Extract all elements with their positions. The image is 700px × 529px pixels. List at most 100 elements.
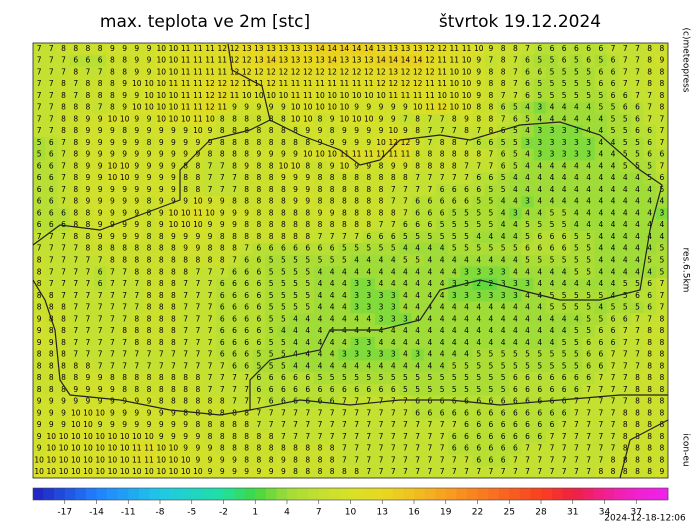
cell	[545, 125, 559, 138]
cell-value: 7	[525, 444, 530, 453]
cell	[118, 78, 131, 91]
cell-value: 7	[525, 467, 530, 476]
cell-value: 5	[269, 267, 274, 276]
cell-value: 9	[293, 150, 298, 159]
cell-value: 4	[464, 314, 469, 323]
cell-value: 4	[586, 173, 591, 182]
cell-value: 10	[169, 44, 179, 53]
cell-value: 10	[462, 91, 472, 100]
cell-value: 8	[171, 267, 176, 276]
cell-value: 8	[318, 161, 323, 170]
cell-value: 8	[318, 197, 323, 206]
cell-value: 6	[550, 385, 555, 394]
cell	[643, 78, 657, 91]
cell-value: 8	[635, 467, 640, 476]
cell-value: 7	[232, 185, 237, 194]
cell-value: 6	[232, 361, 237, 370]
cell-value: 10	[47, 467, 57, 476]
cell	[228, 78, 241, 91]
cell-value: 7	[660, 279, 665, 288]
cell-value: 7	[611, 408, 616, 417]
cell	[81, 43, 95, 56]
cell-value: 5	[391, 373, 396, 382]
cell-value: 4	[415, 267, 420, 276]
cell	[277, 231, 290, 244]
cell-value: 4	[513, 197, 518, 206]
cell	[252, 125, 266, 138]
cell-value: 8	[513, 44, 518, 53]
cell-value: 8	[171, 338, 176, 347]
cell-value: 8	[110, 256, 115, 265]
cell-value: 4	[598, 114, 603, 123]
cell	[387, 43, 400, 56]
cell-value: 7	[354, 432, 359, 441]
cell-value: 9	[98, 173, 103, 182]
cell-value: 7	[574, 467, 579, 476]
cell	[619, 90, 632, 103]
cell	[94, 195, 107, 208]
cell-value: 7	[623, 397, 628, 406]
cell	[142, 184, 156, 197]
cell-value: 7	[208, 338, 213, 347]
cell-value: 9	[37, 338, 42, 347]
cell	[338, 207, 351, 220]
cell-value: 5	[562, 79, 567, 88]
cell-value: 8	[122, 67, 127, 76]
cell-value: 6	[452, 432, 457, 441]
cell-value: 3	[537, 150, 542, 159]
cell-value: 8	[269, 126, 274, 135]
cell-value: 9	[159, 408, 164, 417]
cell-value: 9	[110, 208, 115, 217]
cell-value: 7	[379, 432, 384, 441]
cell	[521, 54, 534, 67]
colorbar-step	[382, 488, 394, 500]
cell-value: 8	[73, 373, 78, 382]
cell-value: 9	[147, 44, 152, 53]
cell	[570, 160, 583, 173]
cell-value: 8	[342, 220, 347, 229]
cell	[94, 148, 107, 161]
cell	[350, 207, 364, 220]
cell-value: 6	[415, 397, 420, 406]
cell-value: 8	[232, 432, 237, 441]
side-label: res.6.5km	[681, 248, 691, 293]
cell-value: 9	[159, 126, 164, 135]
cell-value: 7	[86, 291, 91, 300]
cell-value: 8	[440, 150, 445, 159]
cell-value: 7	[305, 408, 310, 417]
cell-value: 7	[415, 467, 420, 476]
cell-value: 8	[660, 373, 665, 382]
cell	[435, 66, 449, 79]
cell	[350, 66, 364, 79]
cell-value: 8	[257, 208, 262, 217]
cell-value: 9	[232, 455, 237, 464]
cell-value: 10	[83, 420, 93, 429]
cell-value: 6	[220, 291, 225, 300]
cell	[619, 43, 632, 56]
cell	[448, 160, 461, 173]
colorbar-step	[329, 488, 341, 500]
cell-value: 8	[647, 350, 652, 359]
cell	[106, 231, 119, 244]
cell	[179, 101, 193, 114]
cell-value: 5	[269, 314, 274, 323]
cell-value: 7	[537, 467, 542, 476]
cell-value: 5	[281, 256, 286, 265]
cell-value: 7	[98, 326, 103, 335]
cell-value: 9	[159, 208, 164, 217]
cell-value: 10	[144, 91, 154, 100]
cell-value: 4	[598, 256, 603, 265]
cell-value: 5	[574, 67, 579, 76]
cell-value: 8	[159, 279, 164, 288]
cell	[484, 148, 498, 161]
cell	[484, 195, 498, 208]
cell	[606, 207, 620, 220]
cell-value: 8	[281, 185, 286, 194]
cell-value: 11	[401, 91, 411, 100]
cell-value: 11	[132, 444, 142, 453]
cell-value: 9	[159, 420, 164, 429]
cell	[326, 172, 339, 185]
cell-value: 4	[354, 267, 359, 276]
cell	[411, 113, 425, 126]
cell	[69, 90, 83, 103]
